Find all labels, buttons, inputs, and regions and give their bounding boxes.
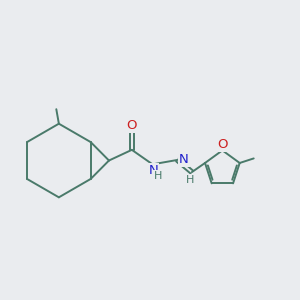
Text: N: N bbox=[148, 164, 158, 177]
Text: H: H bbox=[154, 170, 163, 181]
Text: H: H bbox=[186, 175, 194, 185]
Text: O: O bbox=[127, 119, 137, 132]
Text: O: O bbox=[218, 138, 228, 151]
Text: N: N bbox=[179, 153, 188, 167]
